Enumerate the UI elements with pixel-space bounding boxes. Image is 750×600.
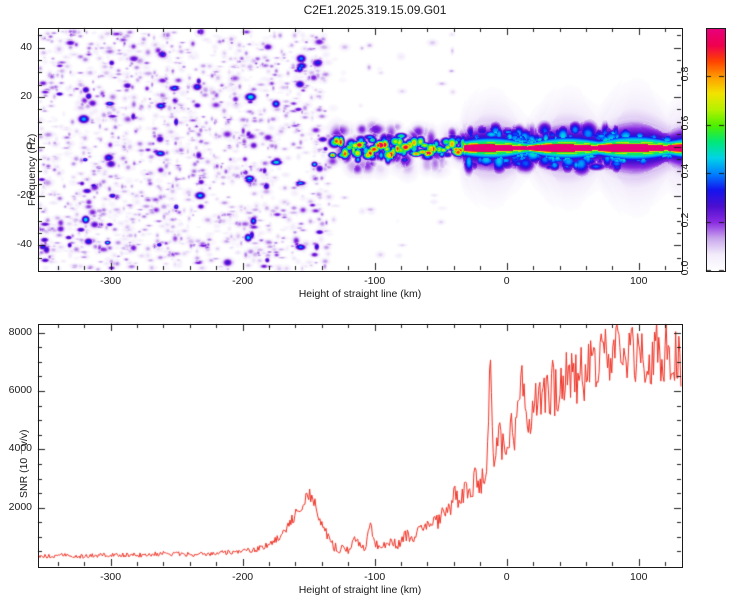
spectrogram-xlabel: Height of straight line (km) xyxy=(298,288,422,300)
colorbar-tick-label: 0.2 xyxy=(679,212,691,227)
y-tick-label: 20 xyxy=(20,90,32,103)
x-tick-label: 0 xyxy=(503,571,510,583)
x-tick-label: 100 xyxy=(629,275,648,287)
x-tick-label: -200 xyxy=(232,571,254,583)
colorbar-tick-label: 0.8 xyxy=(679,67,691,82)
y-tick-label: 2000 xyxy=(8,500,32,513)
x-tick-label: -200 xyxy=(232,275,254,287)
y-tick-label: 6000 xyxy=(8,384,32,397)
colorbar-tick-label: 0.6 xyxy=(679,115,691,131)
x-tick-label: 100 xyxy=(629,571,648,583)
y-tick-label: -20 xyxy=(16,188,32,201)
x-tick-label: 0 xyxy=(503,275,510,287)
y-tick-label: 4000 xyxy=(8,442,32,455)
y-tick-label: 8000 xyxy=(8,325,32,338)
colorbar-tick-label: 0.0 xyxy=(679,260,691,276)
colorbar xyxy=(706,28,726,272)
x-tick-label: -100 xyxy=(364,275,386,287)
y-tick-label: 0 xyxy=(26,139,32,152)
spectrogram-plot xyxy=(38,28,683,272)
y-tick-label: 40 xyxy=(20,40,32,53)
y-tick-label: -40 xyxy=(16,238,32,251)
colorbar-tick-label: 0.4 xyxy=(679,163,691,179)
snr-xlabel: Height of straight line (km) xyxy=(298,584,422,596)
figure-title: C2E1.2025.319.15.09.G01 xyxy=(303,3,447,17)
x-tick-label: -300 xyxy=(100,275,122,287)
x-tick-label: -300 xyxy=(100,571,122,583)
snr-plot xyxy=(38,324,683,568)
x-tick-label: -100 xyxy=(364,571,386,583)
